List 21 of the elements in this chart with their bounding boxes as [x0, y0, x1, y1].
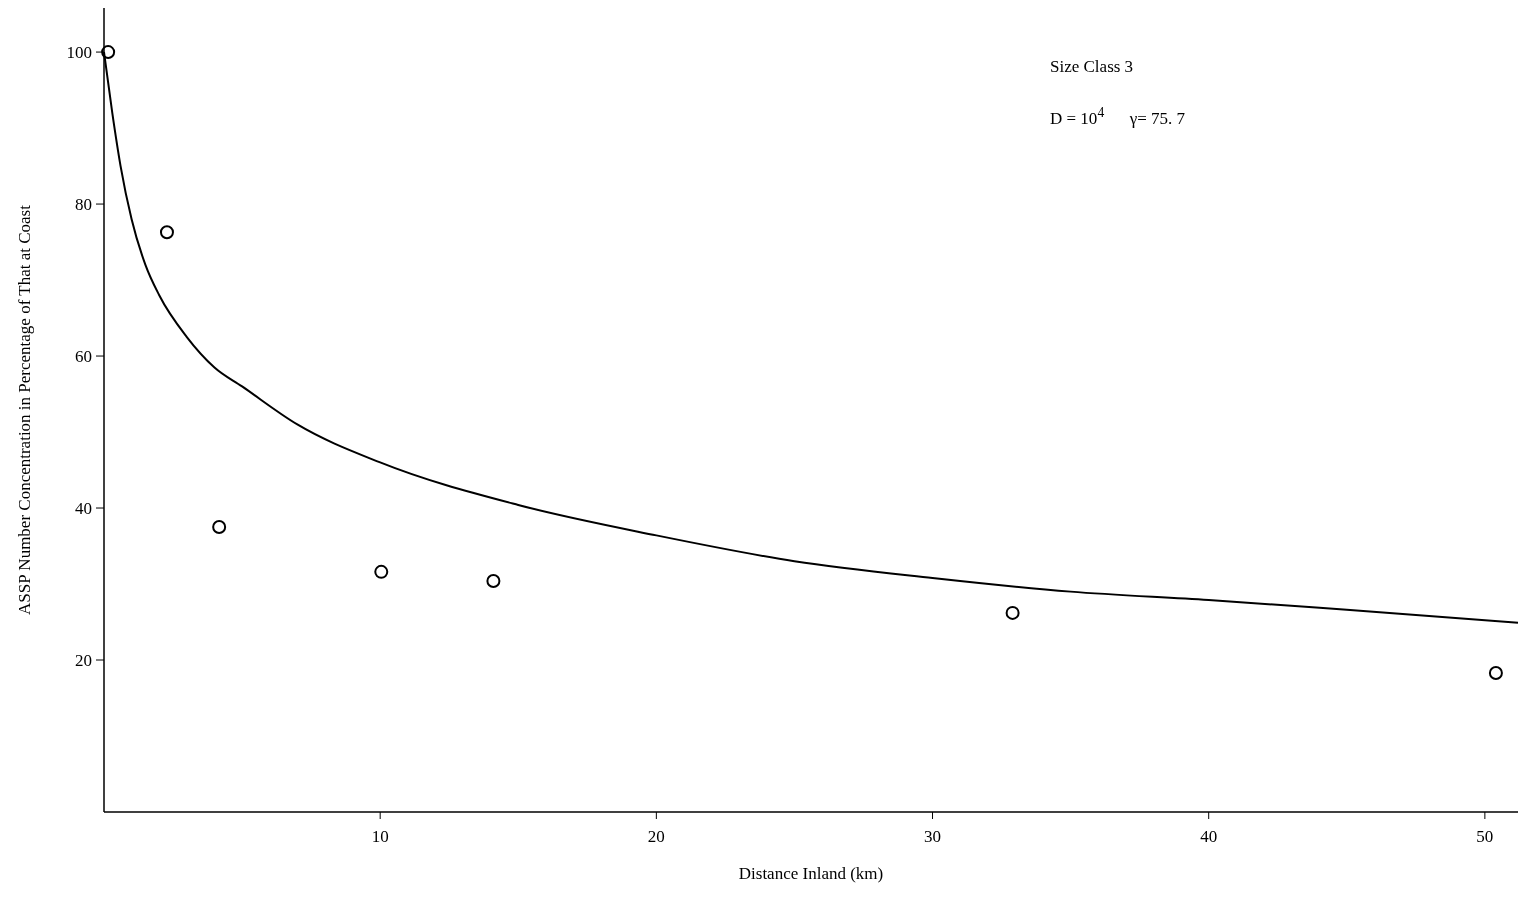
- x-tick-label: 10: [371, 827, 389, 846]
- y-tick-label: 20: [75, 651, 92, 671]
- point: [374, 564, 389, 579]
- y-tick-label: 60: [75, 347, 92, 367]
- point: [212, 520, 227, 535]
- x-tick-label: 50: [1476, 827, 1494, 846]
- x-axis-title: Distance Inland (km): [738, 864, 884, 883]
- y-axis-title: ASSP Number Concentration in Percentage of That at Coast: [15, 204, 34, 615]
- point: [1005, 605, 1020, 620]
- text: D = 10$^{4}$ γ= 75. 7: [1050, 104, 1186, 128]
- point: [159, 225, 174, 240]
- annotation: Size Class 3: [1050, 57, 1134, 76]
- y-tick-label: 100: [66, 43, 92, 63]
- point: [101, 45, 116, 60]
- y-tick-label: 40: [75, 499, 92, 519]
- x-tick-label: 40: [1200, 827, 1218, 846]
- x-tick-label: 30: [924, 827, 942, 846]
- point: [1488, 665, 1503, 680]
- y-tick-label: 80: [75, 195, 92, 215]
- x-tick-label: 20: [647, 827, 665, 846]
- point: [486, 573, 501, 588]
